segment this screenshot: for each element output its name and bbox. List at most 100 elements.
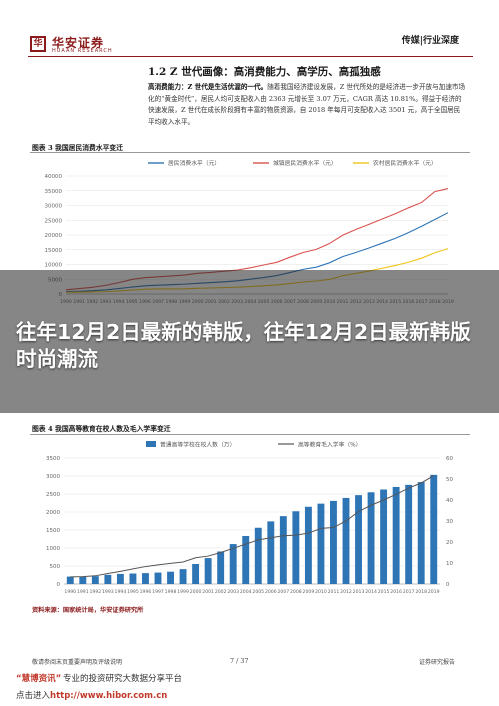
y-left-tick-label: 3000 <box>46 474 60 480</box>
x-tick-label: 2000 <box>190 589 202 595</box>
x-tick-label: 1990 <box>64 589 76 595</box>
bar <box>104 574 112 584</box>
figure4-source: 资料来源：国家统计局，华安证券研究所 <box>32 607 144 614</box>
x-tick-label: 2019 <box>428 589 440 595</box>
hibor-link-url[interactable]: http://www.hibor.com.cn <box>50 691 168 701</box>
x-tick-label: 2014 <box>365 589 377 595</box>
page-number: 7 / 37 <box>230 657 249 665</box>
legend-label: 城镇居民消费水平（元） <box>273 159 337 167</box>
bar <box>192 563 200 584</box>
bar <box>254 527 262 584</box>
figure4-title: 图表 4 我国高等教育在校人数及毛入学率变迁 <box>32 425 171 433</box>
y-left-tick-label: 0 <box>57 582 61 588</box>
x-tick-label: 2005 <box>252 589 264 595</box>
section-title: 1.2 Z 世代画像：高消费能力、高学历、高孤独感 <box>148 66 381 78</box>
headline-text[interactable]: 往年12月2日最新的韩版，往年12月2日最新韩版时尚潮流 <box>16 320 471 371</box>
x-tick-label: 1998 <box>165 589 177 595</box>
legend-label: 高等教育毛入学率（%） <box>298 441 361 449</box>
x-tick-label: 2003 <box>227 589 239 595</box>
bar <box>167 571 174 584</box>
footer-report-type: 证券研究报告 <box>418 659 455 666</box>
y-right-tick-label: 60 <box>446 456 453 462</box>
x-tick-label: 1996 <box>140 589 152 595</box>
header-divider <box>28 56 473 57</box>
section-paragraph: 高消费能力：Z 世代是生活优渥的一代。随着我国经济建设发展，Z 世代所处的是经济… <box>148 82 466 128</box>
bar <box>79 576 87 584</box>
bar <box>367 492 375 584</box>
y-tick-label: 40000 <box>45 174 63 180</box>
hibor-link[interactable]: 点击进入http://www.hibor.com.cn <box>16 689 167 701</box>
bar <box>417 482 425 584</box>
bar <box>229 544 237 584</box>
y-tick-label: 15000 <box>45 248 63 254</box>
x-tick-label: 2004 <box>240 589 252 595</box>
bar <box>179 569 187 584</box>
y-left-tick-label: 2000 <box>46 510 60 516</box>
y-tick-label: 10000 <box>45 263 63 269</box>
footer-disclaimer: 敬请参阅末页重要声明及评级说明 <box>32 659 123 666</box>
y-left-tick-label: 500 <box>50 564 61 570</box>
figure3-title: 图表 3 我国居民消费水平变迁 <box>32 144 124 152</box>
bar <box>129 573 137 584</box>
bar <box>217 551 225 584</box>
bar <box>330 500 337 584</box>
x-tick-label: 1995 <box>127 589 139 595</box>
legend-label: 居民消费水平（元） <box>168 159 220 167</box>
y-left-tick-label: 1000 <box>46 546 60 552</box>
paragraph-lead: 高消费能力：Z 世代是生活优渥的一代。 <box>148 83 268 91</box>
y-tick-label: 20000 <box>45 233 63 239</box>
hibor-logo: “慧博资讯” <box>16 674 62 684</box>
bar <box>342 497 350 584</box>
figure3-rule <box>30 152 470 153</box>
y-right-tick-label: 40 <box>446 498 453 504</box>
bar <box>380 489 388 584</box>
bar <box>242 535 250 584</box>
y-right-tick-label: 10 <box>446 561 453 567</box>
paragraph-body: 随着我国经济建设发展，Z 世代所处的是经济进一步开放与加速市场化的“黄金时代”，… <box>148 83 466 126</box>
y-left-tick-label: 1500 <box>46 528 60 534</box>
x-tick-label: 1997 <box>152 589 164 595</box>
x-tick-label: 1991 <box>77 589 89 595</box>
bar <box>142 573 149 584</box>
y-right-tick-label: 50 <box>446 477 453 483</box>
x-tick-label: 1992 <box>89 589 101 595</box>
legend-label: 农村居民消费水平（元） <box>373 159 437 167</box>
bar <box>392 486 400 584</box>
bar <box>267 521 275 584</box>
x-tick-label: 1994 <box>115 589 127 595</box>
y-left-tick-label: 3500 <box>46 456 60 462</box>
hibor-link-prefix: 点击进入 <box>16 691 51 701</box>
y-left-tick-label: 2500 <box>46 492 60 498</box>
bar <box>405 484 413 584</box>
report-header: 华 华安证券 HUAAN RESEARCH 传媒|行业深度 <box>0 0 499 58</box>
x-tick-label: 2013 <box>353 589 365 595</box>
series-line <box>70 475 434 578</box>
figure4-rule <box>30 434 470 435</box>
x-tick-label: 2010 <box>315 589 327 595</box>
x-tick-label: 2009 <box>303 589 315 595</box>
brand-subtitle: HUAAN RESEARCH <box>52 48 113 54</box>
bar <box>304 506 312 584</box>
bar <box>430 474 438 584</box>
x-tick-label: 2011 <box>328 589 340 595</box>
bar <box>116 573 124 584</box>
y-tick-label: 30000 <box>45 204 63 210</box>
x-tick-label: 2015 <box>378 589 390 595</box>
x-tick-label: 2002 <box>215 589 227 595</box>
y-tick-label: 35000 <box>45 189 63 195</box>
bar <box>279 516 287 584</box>
x-tick-label: 1999 <box>177 589 189 595</box>
y-right-tick-label: 20 <box>446 540 453 546</box>
x-tick-label: 2018 <box>415 589 427 595</box>
legend-swatch <box>146 441 156 447</box>
x-tick-label: 2012 <box>340 589 352 595</box>
brand-logo-icon: 华 <box>30 36 46 52</box>
x-tick-label: 2001 <box>202 589 214 595</box>
hibor-slogan: 专业的投资研究大数据分享平台 <box>63 674 183 684</box>
industry-label: 传媒|行业深度 <box>401 36 459 46</box>
x-tick-label: 2017 <box>403 589 415 595</box>
x-tick-label: 2007 <box>277 589 289 595</box>
bar <box>154 572 162 584</box>
x-tick-label: 2008 <box>290 589 302 595</box>
headline-overlay <box>0 270 499 413</box>
